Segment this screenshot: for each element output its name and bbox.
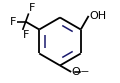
Text: O: O <box>71 67 80 77</box>
Text: F: F <box>10 17 16 27</box>
Text: F: F <box>29 3 36 13</box>
Text: OH: OH <box>90 11 107 21</box>
Text: F: F <box>23 30 30 40</box>
Text: —: — <box>80 67 88 76</box>
